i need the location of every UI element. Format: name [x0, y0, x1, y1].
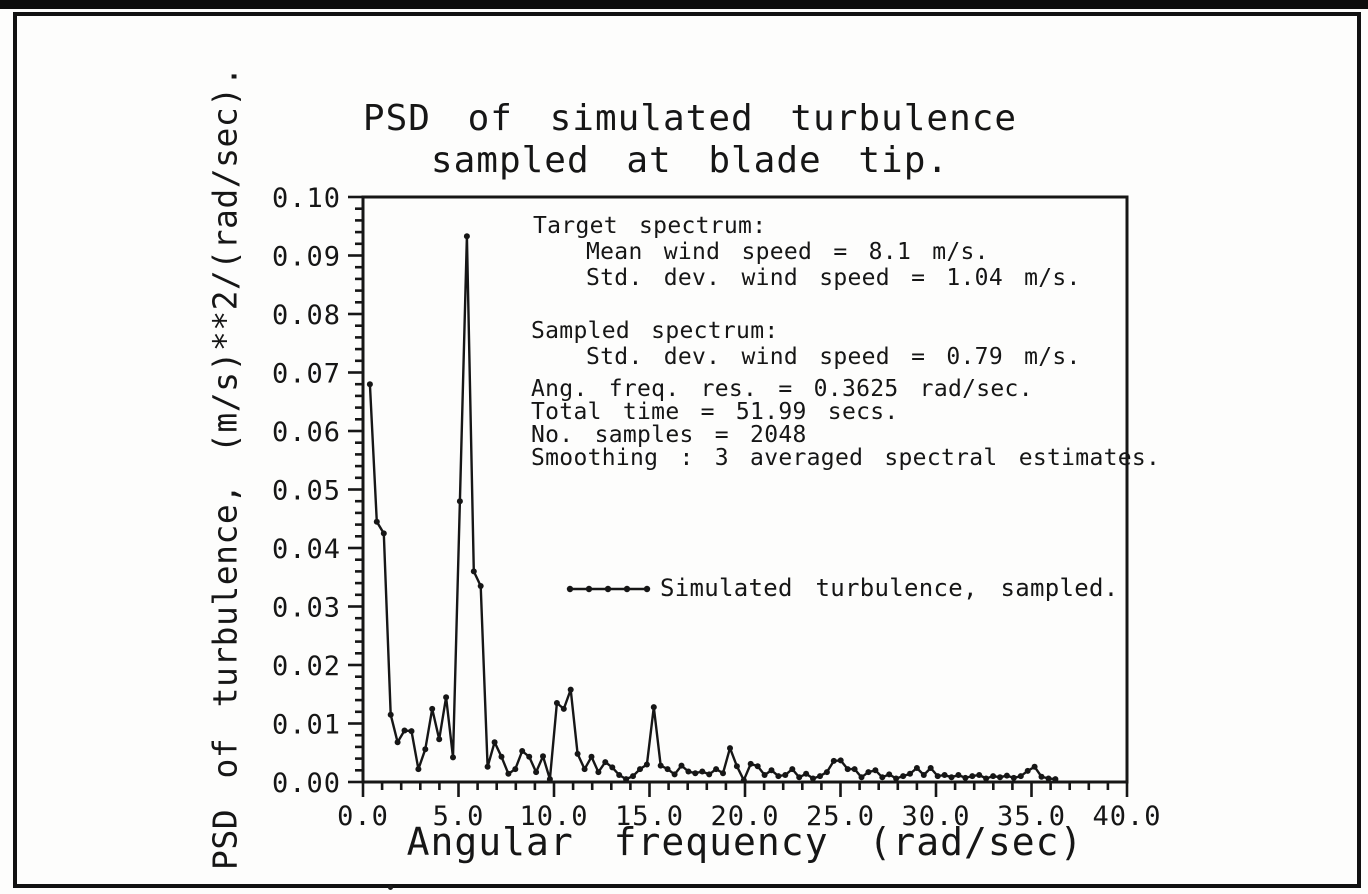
annotation-sampled-header: Sampled spectrum:: [531, 318, 779, 344]
svg-text:35.0: 35.0: [997, 801, 1066, 832]
scan-artifact-dot: [388, 885, 393, 890]
svg-text:15.0: 15.0: [615, 801, 684, 832]
legend-line-marker-icon: [566, 585, 651, 593]
figure-border: [13, 12, 1361, 888]
psd-series-markers: [366, 233, 1059, 784]
annotation-target-mean-wind-speed: Mean wind speed = 8.1 m/s.: [586, 239, 989, 265]
svg-text:0.00: 0.00: [272, 768, 341, 799]
svg-text:40.0: 40.0: [1092, 801, 1161, 832]
svg-text:0.08: 0.08: [272, 300, 341, 331]
x-axis-ticks: [361, 782, 1129, 797]
svg-text:10.0: 10.0: [519, 801, 588, 832]
svg-text:0.07: 0.07: [272, 359, 341, 390]
annotation-target-std-dev: Std. dev. wind speed = 1.04 m/s.: [586, 265, 1081, 291]
annotation-num-samples: No. samples = 2048: [531, 422, 807, 448]
svg-text:5.0: 5.0: [433, 801, 485, 832]
svg-text:0.06: 0.06: [272, 417, 341, 448]
svg-text:0.10: 0.10: [272, 183, 341, 214]
psd-series-line: [368, 235, 1057, 782]
x-axis-tick-labels: 0.0 5.0 10.0 15.0 20.0 25.0 30.0 35.0 40.0: [337, 801, 1161, 832]
svg-text:0.05: 0.05: [272, 476, 341, 507]
svg-text:0.0: 0.0: [337, 801, 389, 832]
svg-text:25.0: 25.0: [806, 801, 875, 832]
svg-text:0.03: 0.03: [272, 593, 341, 624]
y-axis-tick-labels: 0.00 0.01 0.02 0.03 0.04 0.05 0.06 0.07 0.08 0.09…: [272, 183, 341, 799]
chart-title-line2: sampled at blade tip.: [430, 140, 950, 181]
x-axis-label: Angular frequency (rad/sec): [406, 820, 1084, 864]
chart-title: PSD of simulated turbulence sampled at b…: [340, 98, 1040, 182]
y-axis-ticks: [348, 195, 363, 784]
scan-artifact-top-strip: [0, 0, 1368, 9]
svg-text:0.04: 0.04: [272, 534, 341, 565]
svg-text:0.09: 0.09: [272, 242, 341, 273]
legend-label: Simulated turbulence, sampled.: [660, 574, 1119, 602]
svg-text:0.01: 0.01: [272, 710, 341, 741]
chart-title-line1: PSD of simulated turbulence: [362, 98, 1018, 139]
annotation-total-time: Total time = 51.99 secs.: [531, 399, 899, 425]
svg-text:20.0: 20.0: [710, 801, 779, 832]
annotation-freq-resolution: Ang. freq. res. = 0.3625 rad/sec.: [531, 376, 1033, 402]
annotation-sampled-std-dev: Std. dev. wind speed = 0.79 m/s.: [586, 344, 1081, 370]
annotation-target-header: Target spectrum:: [533, 213, 767, 239]
svg-text:0.02: 0.02: [272, 651, 341, 682]
svg-text:30.0: 30.0: [901, 801, 970, 832]
annotation-smoothing: Smoothing : 3 averaged spectral estimate…: [531, 445, 1161, 471]
